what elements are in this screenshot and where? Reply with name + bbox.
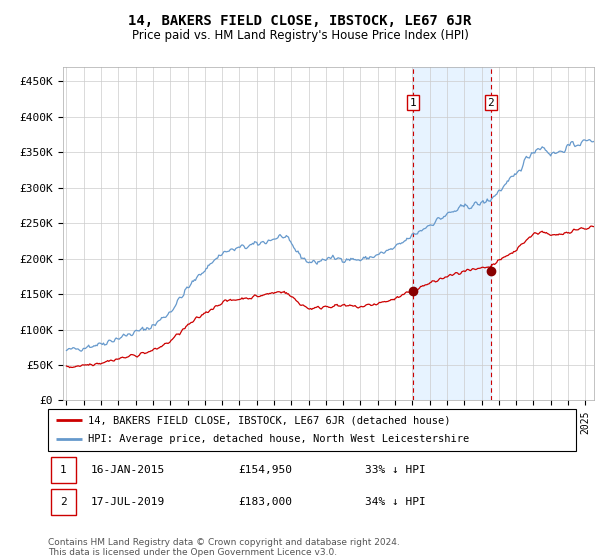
Text: 1: 1 — [60, 465, 67, 475]
Text: 16-JAN-2015: 16-JAN-2015 — [90, 465, 164, 475]
Text: £183,000: £183,000 — [238, 497, 292, 507]
Text: 14, BAKERS FIELD CLOSE, IBSTOCK, LE67 6JR: 14, BAKERS FIELD CLOSE, IBSTOCK, LE67 6J… — [128, 14, 472, 28]
Text: 14, BAKERS FIELD CLOSE, IBSTOCK, LE67 6JR (detached house): 14, BAKERS FIELD CLOSE, IBSTOCK, LE67 6J… — [88, 415, 450, 425]
Text: Contains HM Land Registry data © Crown copyright and database right 2024.
This d: Contains HM Land Registry data © Crown c… — [48, 538, 400, 557]
Text: 2: 2 — [488, 97, 494, 108]
Text: 17-JUL-2019: 17-JUL-2019 — [90, 497, 164, 507]
Text: HPI: Average price, detached house, North West Leicestershire: HPI: Average price, detached house, Nort… — [88, 435, 469, 445]
Text: £154,950: £154,950 — [238, 465, 292, 475]
Text: 33% ↓ HPI: 33% ↓ HPI — [365, 465, 425, 475]
Bar — [50, 489, 76, 515]
Text: Price paid vs. HM Land Registry's House Price Index (HPI): Price paid vs. HM Land Registry's House … — [131, 29, 469, 42]
Bar — [413, 67, 491, 400]
Text: 1: 1 — [410, 97, 416, 108]
Text: 2: 2 — [60, 497, 67, 507]
Text: 34% ↓ HPI: 34% ↓ HPI — [365, 497, 425, 507]
Bar — [50, 457, 76, 483]
